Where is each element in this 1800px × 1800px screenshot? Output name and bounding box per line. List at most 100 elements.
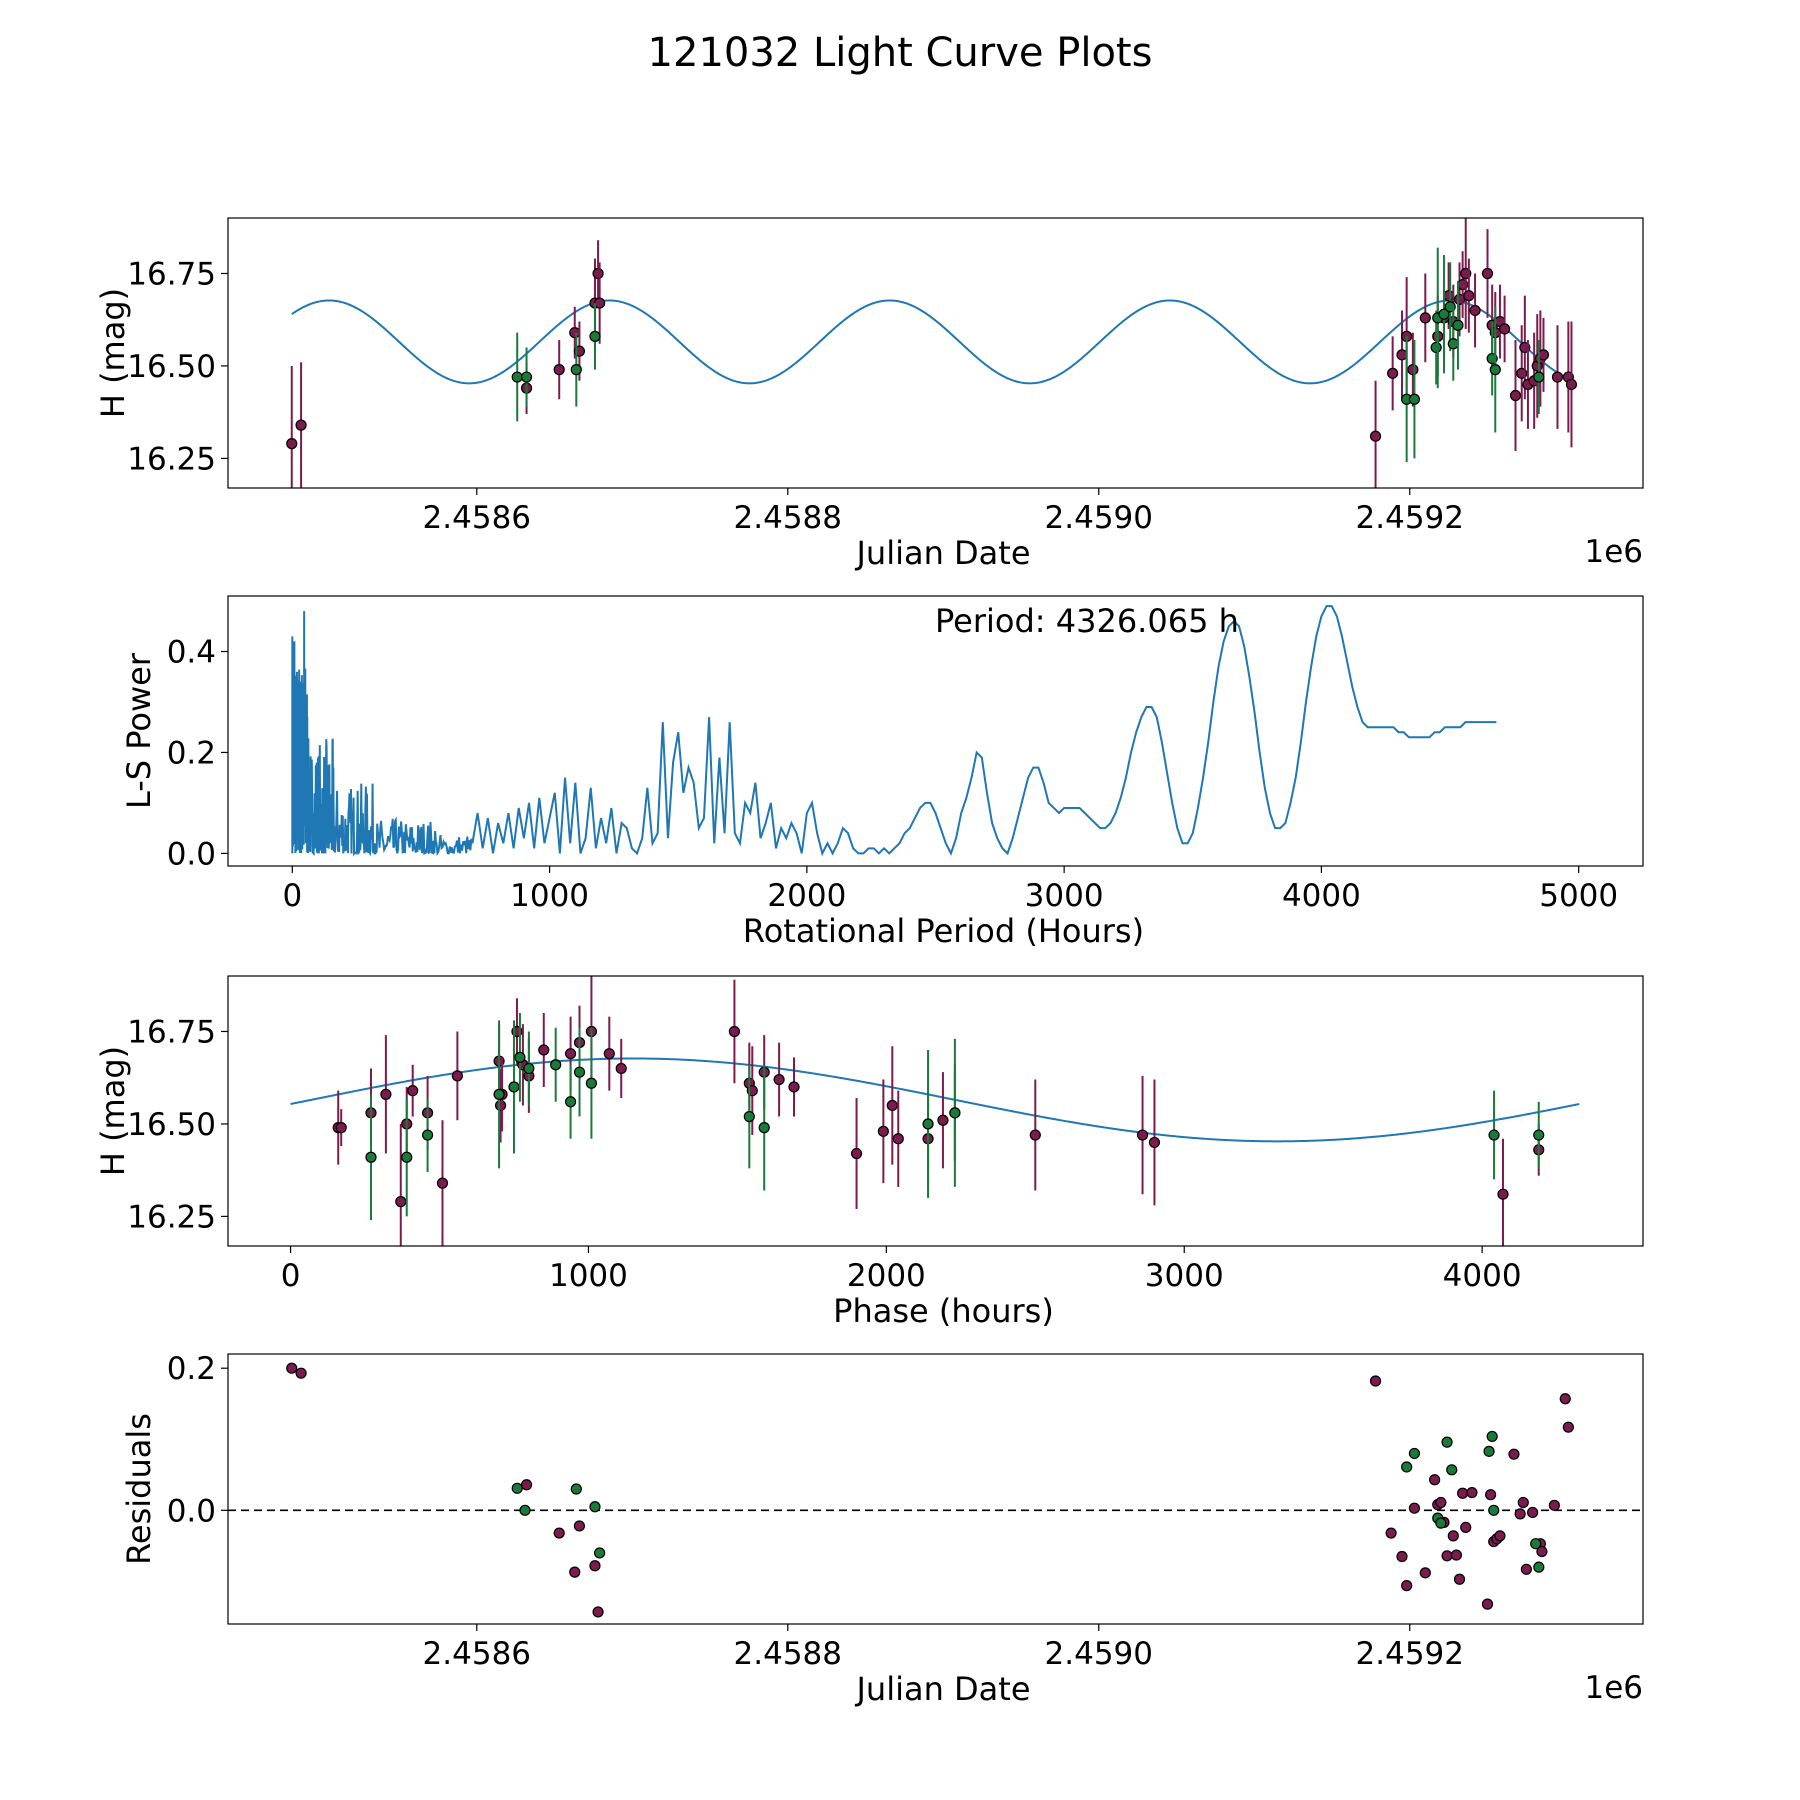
x-tick-label: 2.4592 [1356,500,1464,536]
data-point [758,1122,770,1134]
data-point [1408,1502,1421,1514]
data-point [1460,1521,1472,1533]
data-point [850,1147,863,1160]
y-tick-label: 0.2 [167,735,216,771]
data-point [395,1196,407,1208]
data-point [286,1362,298,1374]
lightcurve-plot-area [286,218,1578,488]
data-point [380,1088,392,1100]
data-point [788,1081,800,1093]
x-axis-label: Julian Date [854,1670,1030,1708]
data-point [1447,1530,1459,1542]
data-point [1136,1129,1149,1141]
x-tick-label: 2000 [847,1258,926,1294]
data-point [511,1482,523,1494]
data-point [1369,430,1382,442]
data-point [401,1151,413,1163]
data-point [519,1504,531,1516]
data-point [436,1177,449,1189]
model-fit-curve [290,1057,1580,1143]
data-point [570,364,582,376]
data-point [1489,364,1501,376]
data-point [1453,1573,1466,1585]
data-point [603,1048,615,1060]
data-point [538,1044,550,1056]
data-point [1457,1487,1469,1499]
data-point [1369,1375,1382,1387]
data-point [523,1062,535,1075]
data-point [520,1479,533,1491]
y-tick-label: 16.50 [127,349,216,385]
x-axis-label: Julian Date [854,534,1030,572]
data-point [1565,378,1578,391]
data-point [594,1547,606,1559]
x-tick-label: 2000 [767,878,846,914]
data-point [407,1085,419,1097]
x-tick-label: 4000 [1282,878,1361,914]
data-point [592,267,604,280]
residuals-plot-area [228,1362,1643,1618]
data-point [1435,1517,1447,1529]
y-tick-label: 0.0 [167,836,216,872]
x-tick-label: 2.4586 [423,1636,531,1672]
data-point [1441,1436,1453,1448]
x-offset-label: 1e6 [1584,534,1643,570]
data-point [1488,1504,1500,1516]
x-tick-label: 2.4586 [423,500,531,536]
data-point [1494,1530,1506,1542]
data-point [1533,1561,1545,1573]
x-axis-label: Phase (hours) [833,1292,1054,1330]
figure-title: 121032 Light Curve Plots [648,30,1153,76]
data-point [493,1088,505,1100]
x-tick-label: 2.4588 [734,1636,842,1672]
data-point [1443,290,1455,302]
data-point [335,1122,347,1134]
data-point [1408,393,1421,405]
period-annotation: Period: 4326.065 h [935,602,1239,640]
data-point [1497,1188,1509,1200]
x-axis-label: Rotational Period (Hours) [743,912,1144,950]
data-point [1536,1545,1548,1558]
data-point [569,327,581,339]
x-offset-label: 1e6 [1584,1670,1643,1706]
y-axis-label: H (mag) [94,288,132,418]
data-point [1562,1421,1574,1433]
data-point [1446,1464,1458,1476]
data-point [1520,1563,1532,1575]
data-point [592,1606,604,1618]
residuals-panel: 2.4586 2.4588 2.4590 2.4592 0.0 0.2 Julian Dat… [120,1351,1644,1708]
data-point [1483,1445,1495,1457]
data-point [877,1125,889,1137]
x-tick-label: 3000 [1145,1258,1224,1294]
x-tick-label: 1000 [510,878,589,914]
data-point [1469,304,1481,317]
x-tick-label: 0 [281,1258,301,1294]
subplot-grid: 2.4586 2.4588 2.4590 2.4592 16.25 16.50 16.75 J… [94,217,1644,1708]
series-group-B [511,1430,1545,1573]
data-point [1509,389,1522,402]
y-tick-label: 16.25 [127,1199,216,1235]
data-point [589,1560,601,1572]
series-group-A [286,1362,1574,1618]
data-point [1517,1496,1529,1509]
residuals-axes-frame [227,1353,1644,1625]
data-point [1450,1549,1463,1561]
y-tick-label: 16.75 [127,256,216,292]
data-point [1430,341,1442,354]
x-tick-label: 0 [282,878,302,914]
data-point [1486,1430,1498,1443]
data-point [1559,1393,1571,1405]
data-point [553,364,565,376]
data-point [1466,1486,1478,1499]
data-point [1551,371,1564,383]
x-tick-label: 4000 [1443,1258,1522,1294]
x-tick-label: 3000 [1025,878,1104,914]
series-group-B [511,247,1545,463]
data-point [1401,1580,1413,1592]
data-point [1548,1499,1560,1511]
data-point [564,1048,577,1060]
data-point [1401,1461,1413,1473]
data-point [589,330,601,342]
data-point [511,371,523,383]
data-point [937,1114,949,1126]
